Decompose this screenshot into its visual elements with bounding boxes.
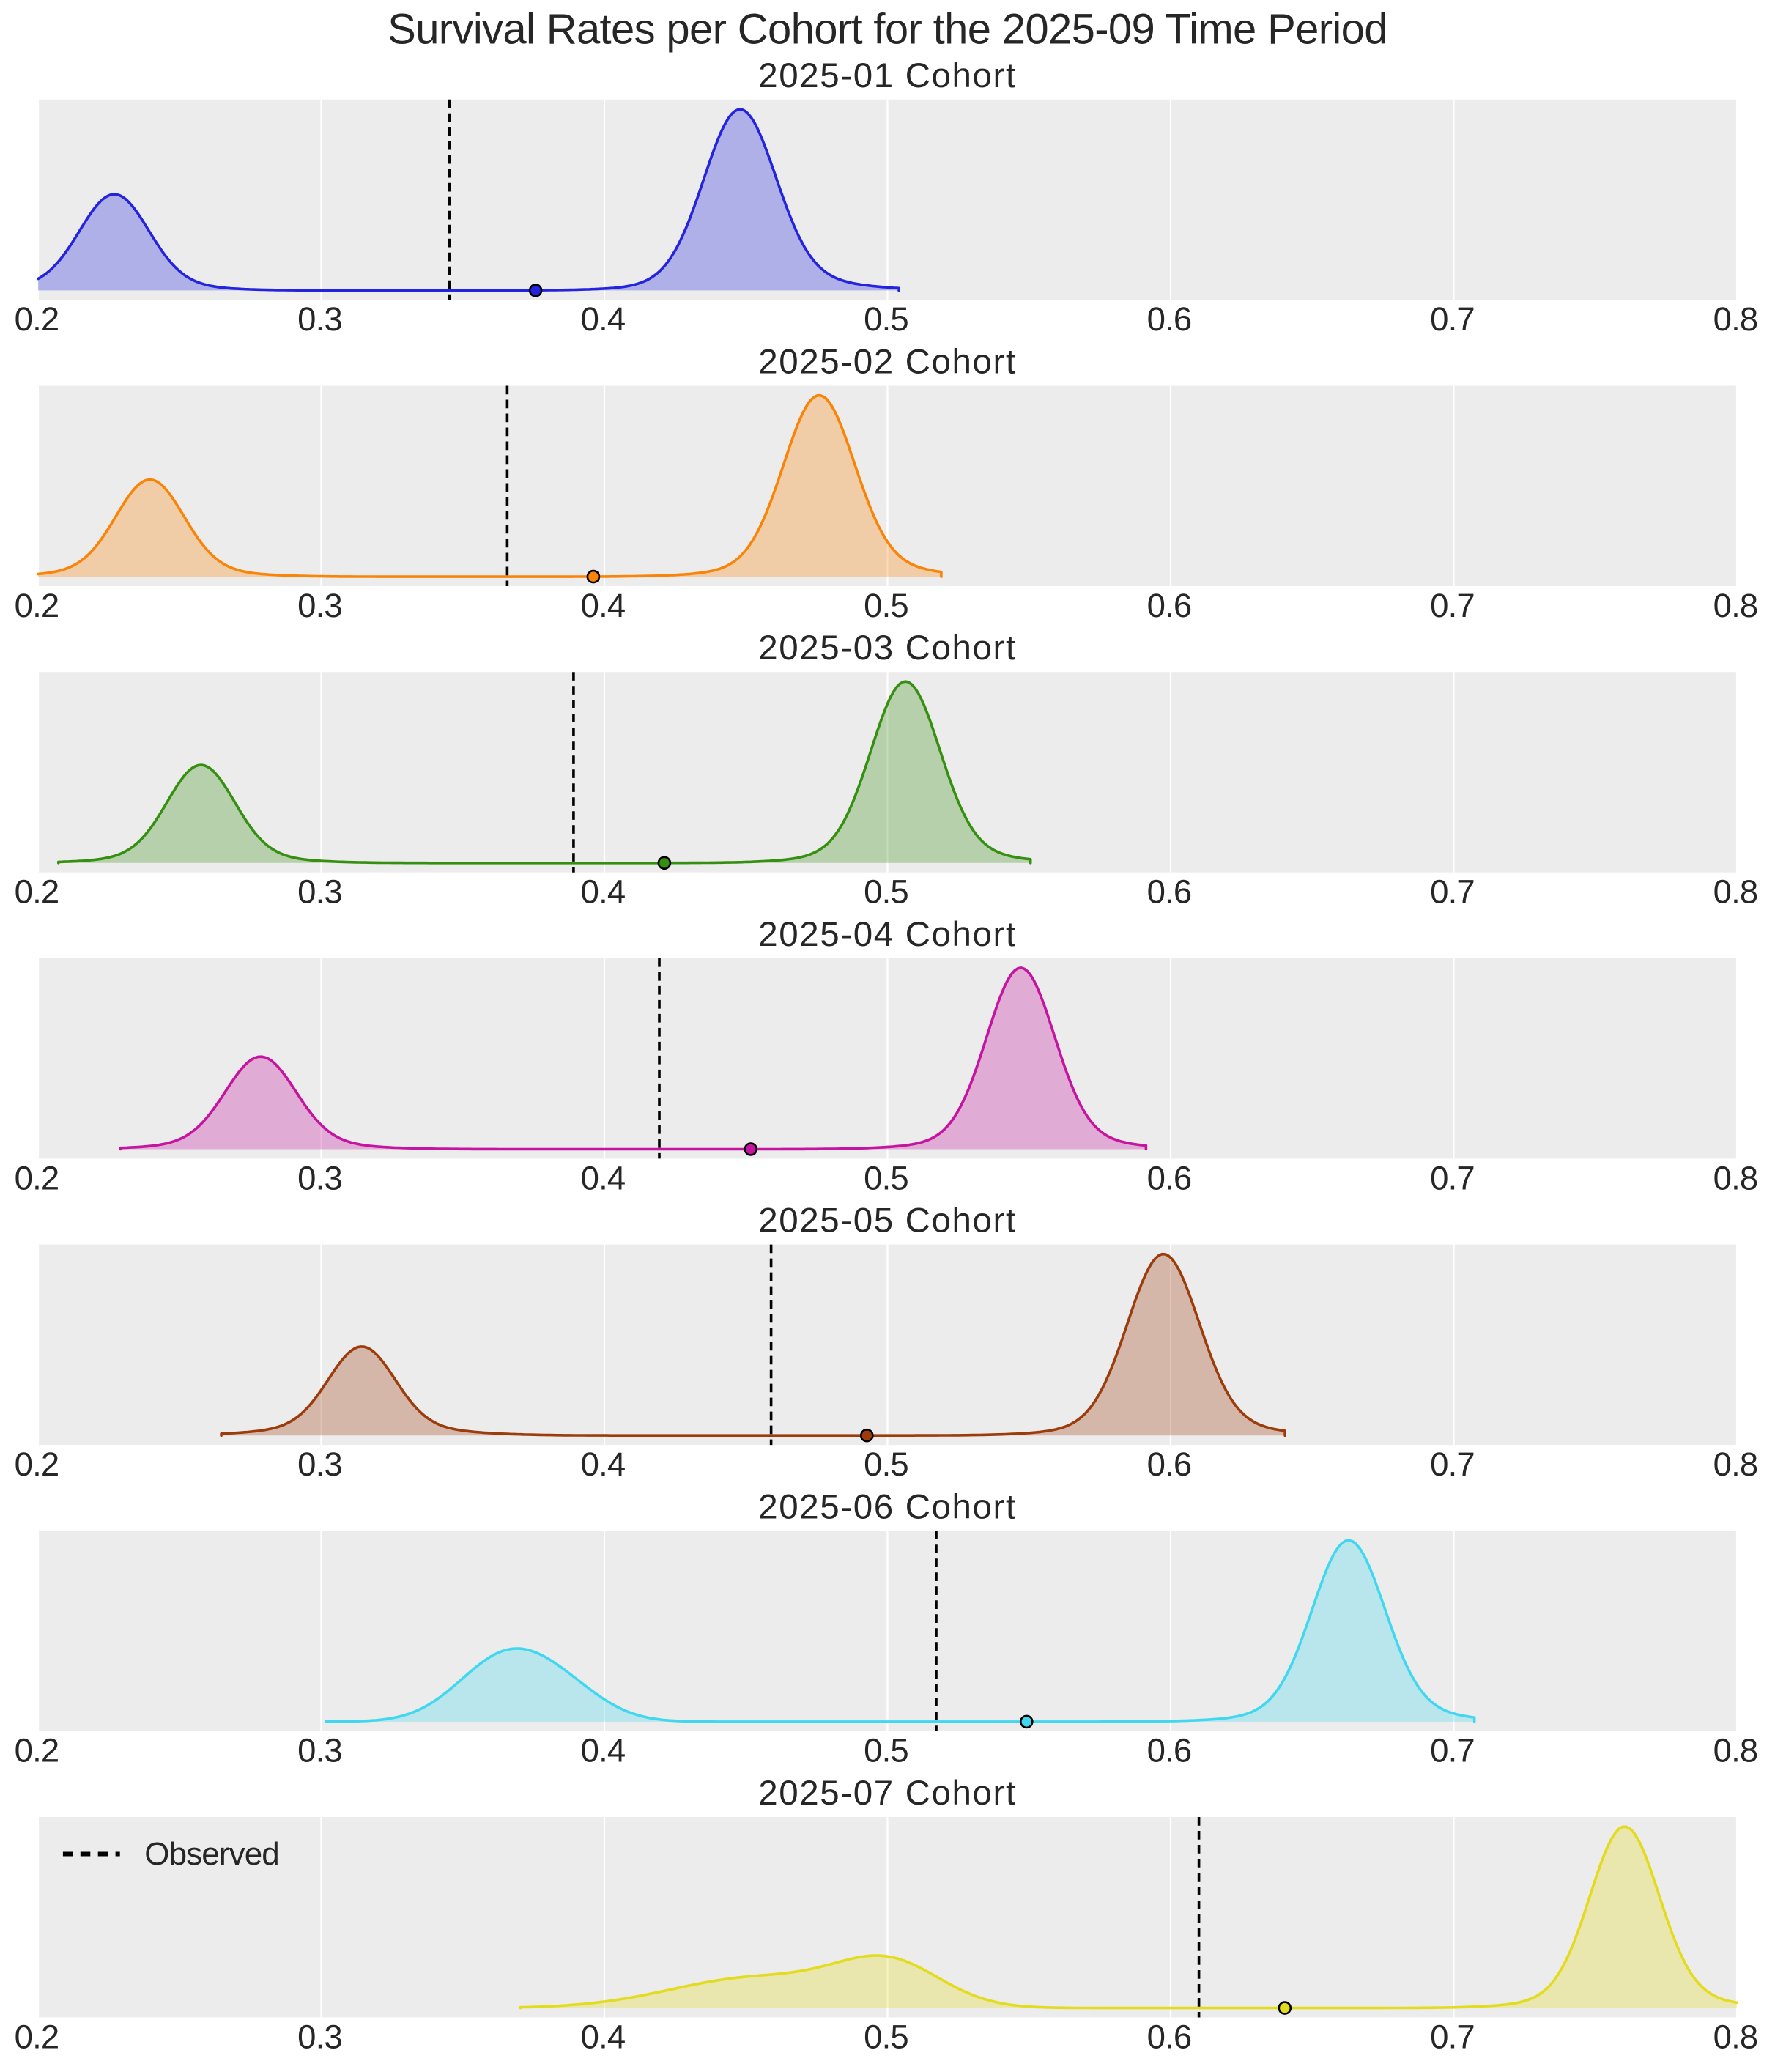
- svg-text:0.4: 0.4: [581, 587, 626, 624]
- svg-text:0.4: 0.4: [581, 1732, 626, 1769]
- svg-text:0.3: 0.3: [297, 300, 342, 338]
- svg-text:0.3: 0.3: [297, 2018, 342, 2055]
- svg-text:0.5: 0.5: [864, 1159, 908, 1196]
- svg-text:0.2: 0.2: [15, 587, 59, 624]
- svg-text:0.7: 0.7: [1430, 587, 1475, 624]
- svg-text:0.8: 0.8: [1713, 1159, 1758, 1196]
- svg-text:0.2: 0.2: [15, 873, 59, 911]
- svg-text:0.4: 0.4: [581, 300, 626, 338]
- svg-text:0.2: 0.2: [15, 300, 59, 338]
- svg-text:0.5: 0.5: [864, 1732, 908, 1769]
- svg-text:0.6: 0.6: [1147, 587, 1192, 624]
- svg-text:0.2: 0.2: [15, 1732, 59, 1769]
- svg-text:0.2: 0.2: [15, 1446, 59, 1483]
- svg-text:0.6: 0.6: [1147, 1159, 1192, 1196]
- svg-text:0.7: 0.7: [1430, 1446, 1475, 1483]
- svg-text:0.4: 0.4: [581, 1159, 626, 1196]
- svg-text:0.3: 0.3: [297, 1732, 342, 1769]
- svg-text:0.2: 0.2: [15, 2018, 59, 2055]
- svg-text:2025-03 Cohort: 2025-03 Cohort: [758, 629, 1017, 667]
- svg-text:0.4: 0.4: [581, 1446, 626, 1483]
- svg-text:0.8: 0.8: [1713, 300, 1758, 338]
- svg-text:Observed: Observed: [144, 1836, 279, 1872]
- svg-text:0.4: 0.4: [581, 2018, 626, 2055]
- svg-text:2025-01 Cohort: 2025-01 Cohort: [758, 56, 1017, 95]
- svg-text:0.7: 0.7: [1430, 1732, 1475, 1769]
- svg-text:0.4: 0.4: [581, 873, 626, 911]
- svg-text:0.7: 0.7: [1430, 2018, 1475, 2055]
- svg-text:0.6: 0.6: [1147, 300, 1192, 338]
- svg-text:0.2: 0.2: [15, 1159, 59, 1196]
- svg-text:0.8: 0.8: [1713, 1446, 1758, 1483]
- svg-text:0.3: 0.3: [297, 587, 342, 624]
- svg-text:2025-07 Cohort: 2025-07 Cohort: [758, 1774, 1017, 1813]
- svg-text:0.8: 0.8: [1713, 1732, 1758, 1769]
- svg-text:0.8: 0.8: [1713, 587, 1758, 624]
- svg-text:0.5: 0.5: [864, 300, 908, 338]
- svg-text:0.5: 0.5: [864, 873, 908, 911]
- svg-text:0.3: 0.3: [297, 1446, 342, 1483]
- svg-text:0.3: 0.3: [297, 1159, 342, 1196]
- svg-text:0.8: 0.8: [1713, 873, 1758, 911]
- svg-text:0.5: 0.5: [864, 1446, 908, 1483]
- svg-text:2025-05 Cohort: 2025-05 Cohort: [758, 1202, 1017, 1240]
- svg-text:2025-02 Cohort: 2025-02 Cohort: [758, 343, 1017, 382]
- svg-text:Survival Rates per Cohort for: Survival Rates per Cohort for the 2025-0…: [388, 5, 1387, 53]
- svg-text:0.8: 0.8: [1713, 2018, 1758, 2055]
- svg-text:0.5: 0.5: [864, 2018, 908, 2055]
- svg-text:0.7: 0.7: [1430, 873, 1475, 911]
- svg-text:0.3: 0.3: [297, 873, 342, 911]
- svg-text:0.7: 0.7: [1430, 300, 1475, 338]
- svg-text:0.5: 0.5: [864, 587, 908, 624]
- svg-text:0.6: 0.6: [1147, 873, 1192, 911]
- svg-text:0.7: 0.7: [1430, 1159, 1475, 1196]
- svg-text:0.6: 0.6: [1147, 1732, 1192, 1769]
- svg-text:2025-06 Cohort: 2025-06 Cohort: [758, 1487, 1017, 1526]
- svg-text:0.6: 0.6: [1147, 2018, 1192, 2055]
- svg-text:0.6: 0.6: [1147, 1446, 1192, 1483]
- svg-text:2025-04 Cohort: 2025-04 Cohort: [758, 915, 1017, 954]
